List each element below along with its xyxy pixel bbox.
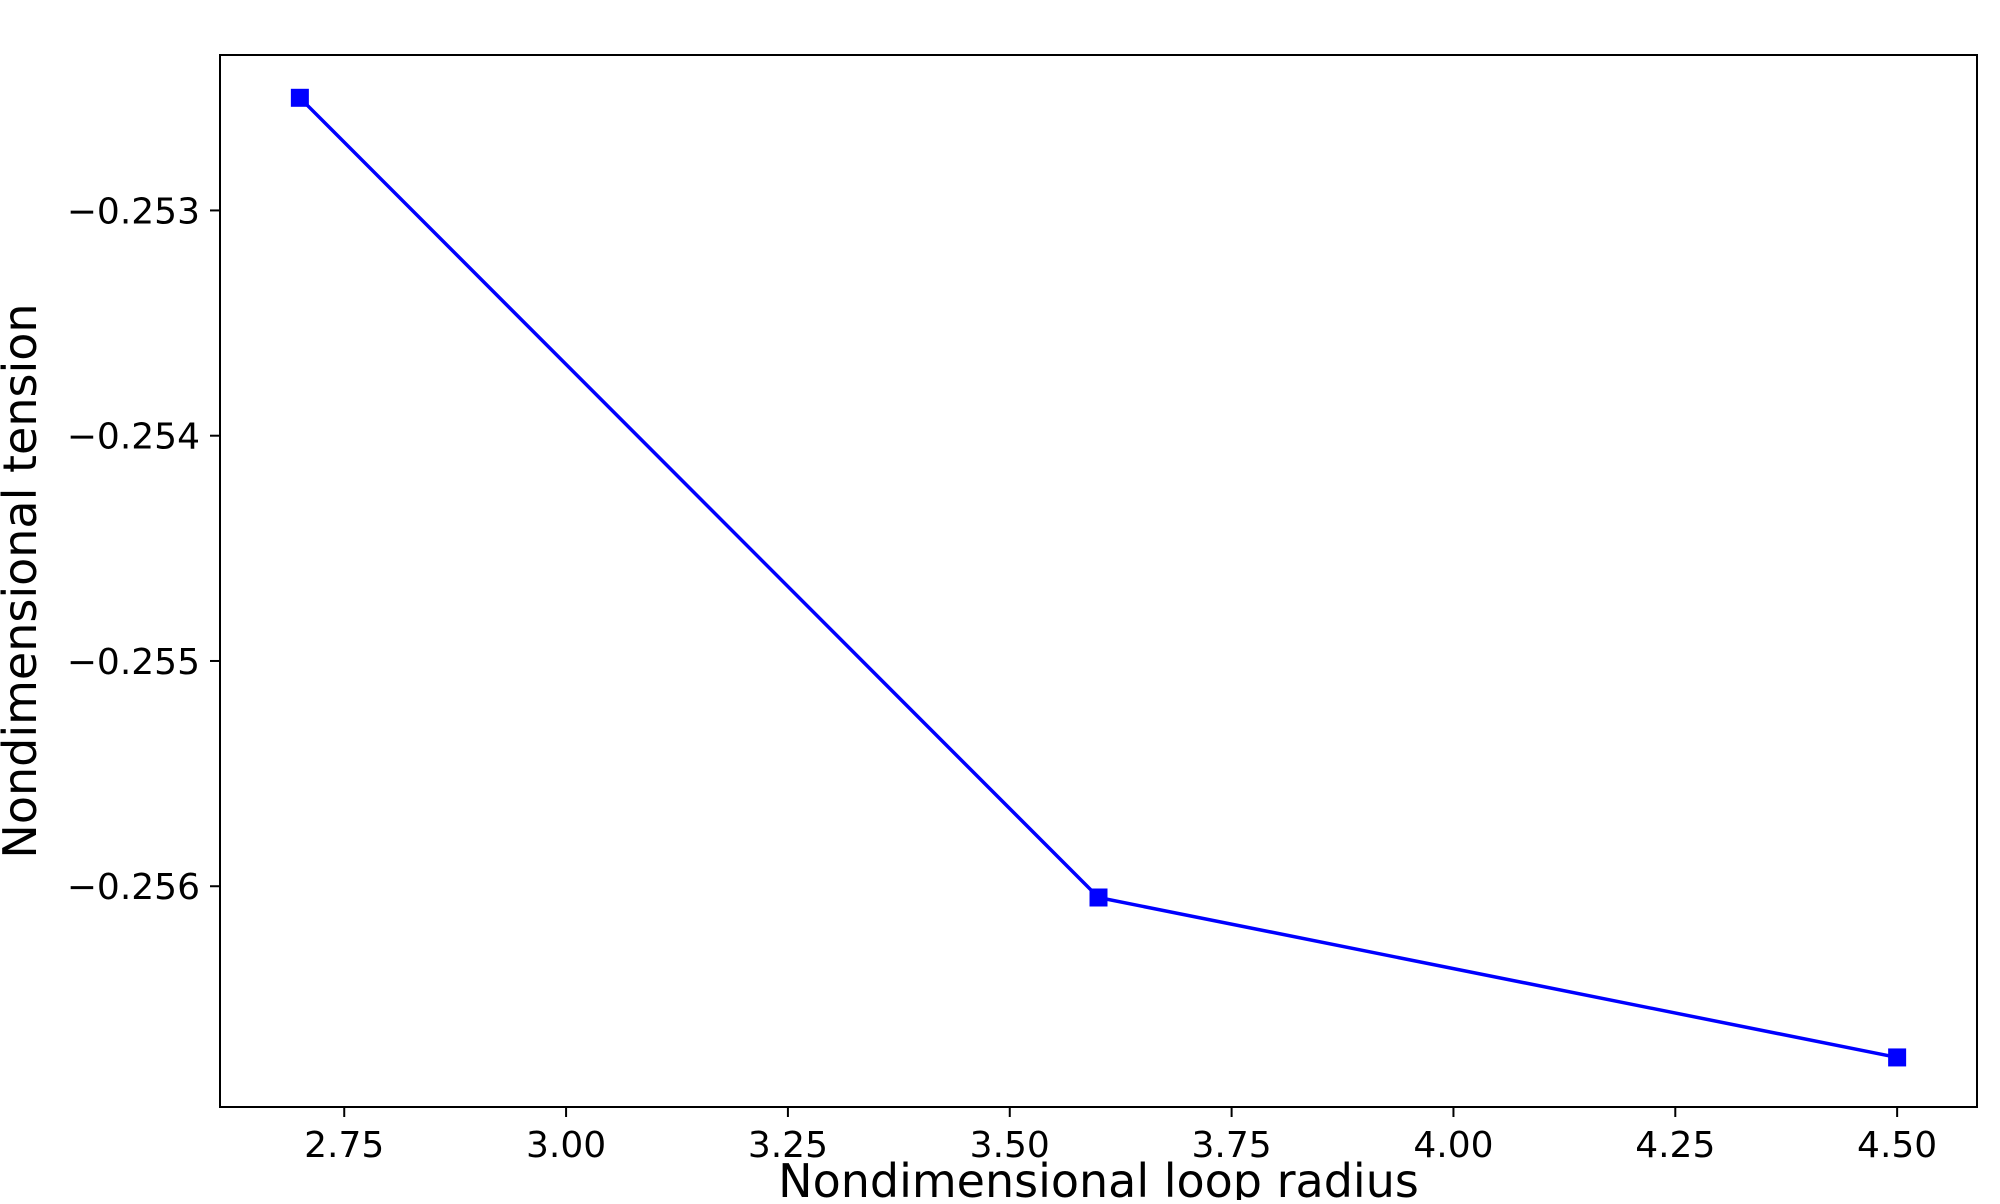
data-point: [1888, 1048, 1907, 1067]
x-tick-label: 4.25: [1635, 1125, 1715, 1166]
data-point: [1089, 888, 1108, 907]
x-tick-label: 4.00: [1413, 1125, 1493, 1166]
y-tick-label: −0.254: [67, 417, 200, 458]
x-tick-label: 3.50: [970, 1125, 1050, 1166]
y-tick-label: −0.253: [67, 191, 200, 232]
y-tick-label: −0.256: [67, 867, 200, 908]
x-tick-label: 3.00: [526, 1125, 606, 1166]
y-axis-label: Nondimensional tension: [0, 303, 47, 858]
data-point: [290, 88, 309, 107]
x-tick-label: 4.50: [1857, 1125, 1937, 1166]
plot-frame: [219, 54, 1978, 1108]
x-axis-label: Nondimensional loop radius: [778, 1154, 1419, 1200]
y-tick-label: −0.255: [67, 642, 200, 683]
x-tick-label: 3.25: [748, 1125, 828, 1166]
x-tick-label: 2.75: [304, 1125, 384, 1166]
x-tick-label: 3.75: [1192, 1125, 1272, 1166]
series-line: [298, 96, 1898, 1060]
